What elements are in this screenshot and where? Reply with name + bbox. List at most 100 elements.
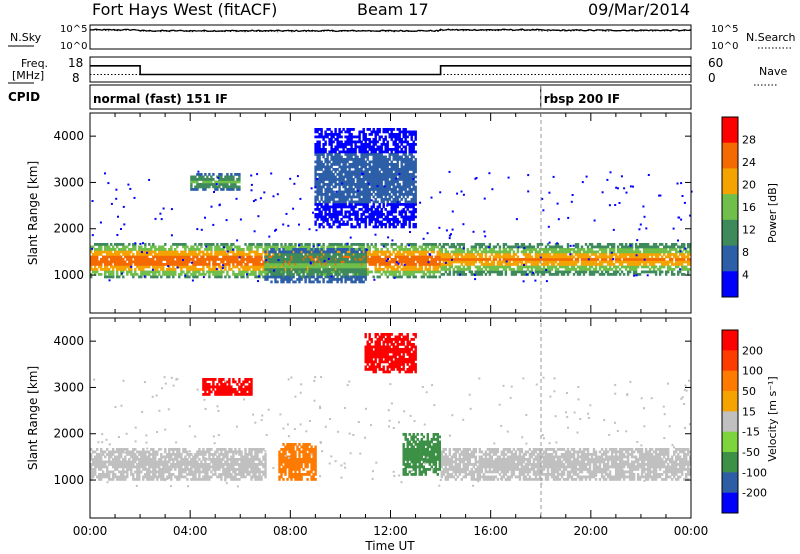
pixel xyxy=(388,220,391,224)
pixel xyxy=(350,140,353,144)
pixel xyxy=(336,190,339,194)
pixel xyxy=(334,175,337,179)
pixel xyxy=(358,208,361,211)
pixel xyxy=(318,268,321,271)
pixel xyxy=(574,263,578,266)
pixel xyxy=(516,258,520,261)
pixel xyxy=(352,165,355,169)
pixel xyxy=(352,180,355,184)
pixel xyxy=(410,253,413,256)
pixel xyxy=(258,245,261,249)
pixel xyxy=(270,245,273,249)
pixel xyxy=(350,145,353,149)
pixel xyxy=(150,245,153,249)
pixel xyxy=(380,160,383,164)
pixel xyxy=(392,183,395,186)
pixel xyxy=(266,273,269,276)
pixel xyxy=(90,245,93,249)
pixel xyxy=(198,273,201,276)
pixel xyxy=(434,255,437,259)
pixel xyxy=(286,280,289,284)
pixel xyxy=(642,265,646,269)
pixel xyxy=(364,155,367,159)
pixel xyxy=(236,253,239,256)
pixel xyxy=(348,185,351,189)
pixel xyxy=(234,255,237,259)
pixel xyxy=(502,265,506,269)
pixel xyxy=(186,263,189,266)
pixel xyxy=(656,268,660,271)
pixel xyxy=(238,260,241,264)
pixel xyxy=(350,248,353,251)
pixel xyxy=(372,190,375,194)
pixel xyxy=(665,250,668,254)
pixel xyxy=(332,210,335,214)
pixel xyxy=(158,250,161,254)
pixel xyxy=(598,248,602,251)
pixel xyxy=(332,175,335,179)
pixel xyxy=(661,263,664,266)
pixel xyxy=(342,158,345,161)
pixel xyxy=(476,268,479,271)
pixel xyxy=(356,185,359,189)
pixel xyxy=(474,243,477,246)
pixel xyxy=(338,128,341,131)
pixel xyxy=(372,143,375,146)
pixel xyxy=(512,268,516,271)
pixel xyxy=(234,275,237,279)
pixel xyxy=(226,253,229,256)
pixel xyxy=(344,145,347,149)
pixel xyxy=(350,258,353,261)
pixel xyxy=(410,273,413,276)
pixel xyxy=(194,270,197,274)
pixel xyxy=(134,270,137,274)
pixel xyxy=(178,263,181,266)
pixel xyxy=(326,183,329,186)
pixel xyxy=(320,163,323,166)
pixel xyxy=(206,263,209,266)
pixel xyxy=(350,190,353,194)
pixel xyxy=(372,138,375,141)
pixel xyxy=(650,260,654,264)
pixel xyxy=(200,243,203,246)
pixel xyxy=(622,258,626,261)
pixel xyxy=(440,255,443,259)
pixel xyxy=(440,248,443,251)
pixel xyxy=(172,275,175,279)
pixel xyxy=(208,270,211,274)
pixel xyxy=(354,268,357,271)
pixel xyxy=(564,253,568,256)
pixel xyxy=(402,255,405,259)
pixel xyxy=(328,160,331,164)
pixel xyxy=(358,135,361,139)
pixel xyxy=(104,258,107,261)
pixel xyxy=(374,210,377,214)
pixel xyxy=(146,260,149,264)
pixel xyxy=(548,260,552,264)
pixel xyxy=(334,268,337,271)
pixel xyxy=(326,255,329,259)
pixel xyxy=(368,193,371,196)
pixel xyxy=(128,250,131,254)
pixel xyxy=(370,260,373,264)
pixel xyxy=(576,260,580,264)
pixel xyxy=(508,258,512,261)
pixel xyxy=(376,258,379,261)
pixel xyxy=(382,170,385,174)
pixel xyxy=(528,270,532,274)
pixel xyxy=(208,260,211,264)
pixel xyxy=(326,133,329,136)
pixel xyxy=(632,250,636,254)
pixel xyxy=(316,208,319,211)
pixel xyxy=(560,253,564,256)
pixel xyxy=(408,273,411,276)
pixel xyxy=(648,260,652,264)
pixel xyxy=(422,250,425,254)
pixel xyxy=(254,258,257,261)
pixel xyxy=(322,173,325,176)
pixel xyxy=(320,153,323,156)
pixel xyxy=(260,253,263,256)
pixel xyxy=(324,158,327,161)
pixel xyxy=(352,263,355,266)
pixel xyxy=(364,273,367,276)
